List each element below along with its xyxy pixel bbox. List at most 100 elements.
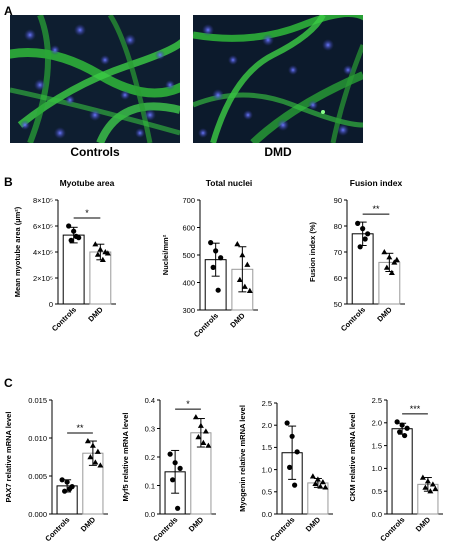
y-tick-label: 0.0 [145,510,155,519]
data-point-controls [360,226,366,232]
x-tick-label: DMD [86,305,105,324]
y-tick-label: 600 [182,223,195,232]
y-tick-label: 0.2 [145,453,155,462]
y-tick-label: 0.4 [145,396,155,405]
data-point-controls [62,488,68,494]
y-tick-label: 0.0 [262,510,272,519]
data-point-dmd [239,252,246,258]
y-axis-label: Mean myotube area (µm²) [13,206,22,297]
data-point-dmd [393,256,400,262]
y-tick-label: 2×10⁵ [33,274,53,283]
y-axis-label: Myf5 relative mRNA level [121,413,130,502]
chart-6: 0.0 0.5 1.0 1.5 2.0 2.5 CKM relative mRNA leve… [348,396,443,543]
data-point-dmd [84,438,91,444]
data-point-controls [292,482,298,488]
y-tick-label: 2.0 [372,419,382,428]
y-tick-label: 80 [334,222,342,231]
significance-label: ** [76,423,84,433]
bar-controls [391,428,413,515]
y-tick-label: 2.0 [262,421,272,430]
data-point-controls [355,220,361,226]
data-point-dmd [246,287,253,293]
data-point-dmd [424,478,431,484]
micrograph-controls-image [10,15,180,143]
panel-letter-c: C [4,376,13,390]
y-tick-label: 0.010 [28,434,47,443]
chart-1: Total nuclei 300 400 500 600 700 Nuclei/mm² Con… [161,178,258,339]
data-point-controls [289,433,295,439]
data-point-controls [67,486,73,492]
x-tick-label: Controls [50,305,78,333]
data-point-dmd [195,434,202,440]
data-point-dmd [94,251,101,257]
data-point-controls [357,244,363,250]
x-tick-label: DMD [414,515,433,534]
y-axis-label: CKM relative mRNA level [348,413,357,502]
panel-letter-a: A [4,4,13,18]
chart-title: Fusion index [350,178,403,188]
data-point-dmd [383,264,390,270]
data-point-dmd [87,454,94,460]
y-tick-label: 60 [334,274,342,283]
data-point-controls [294,449,300,455]
x-tick-label: Controls [192,311,220,339]
data-point-dmd [322,484,329,490]
y-tick-label: 4×10⁵ [33,248,53,257]
significance-label: *** [410,404,421,414]
y-tick-label: 2.5 [262,399,272,408]
y-tick-label: 50 [334,300,342,309]
chart-3: 0.000 0.005 0.010 0.015 PAX7 relative mRNA l… [4,396,108,543]
data-point-controls [167,451,173,457]
data-point-dmd [202,428,209,434]
data-point-controls [172,460,178,466]
data-point-dmd [104,250,111,256]
x-tick-label: Controls [339,305,367,333]
significance-label: * [186,399,190,409]
data-point-controls [215,287,221,293]
data-point-controls [365,231,371,237]
data-point-controls [399,422,405,428]
micrograph-controls-label: Controls [70,145,120,159]
data-point-dmd [429,481,436,487]
y-tick-label: 0.1 [145,481,155,490]
data-point-controls [73,233,79,239]
data-point-controls [64,479,70,485]
data-point-dmd [422,484,429,490]
y-tick-label: 0.5 [262,488,272,497]
y-tick-label: 0.005 [28,472,47,481]
data-point-dmd [192,414,199,420]
data-point-controls [68,237,74,243]
data-point-controls [284,420,290,426]
chart-title: Total nuclei [206,178,253,188]
micrograph-dmd-label: DMD [264,145,292,159]
panel-letter-b: B [4,175,13,189]
data-point-dmd [419,474,426,480]
y-tick-label: 1.0 [372,464,382,473]
data-point-controls [210,264,216,270]
data-point-dmd [99,256,106,262]
data-point-dmd [381,249,388,255]
data-point-dmd [386,254,393,260]
y-tick-label: 1.5 [372,441,382,450]
data-point-dmd [92,459,99,465]
data-point-controls [177,465,183,471]
x-tick-label: DMD [375,305,394,324]
x-tick-label: Controls [378,515,406,543]
micrograph-controls [10,15,180,143]
chart-5: 0.0 0.5 1.0 1.5 2.0 2.5 Myogenin relative mRNA… [238,399,333,543]
y-tick-label: 6×10⁵ [33,222,53,231]
chart-title: Myotube area [60,178,115,188]
y-tick-label: 0.0 [372,510,382,519]
data-point-dmd [432,485,439,492]
y-tick-label: 70 [334,248,342,257]
y-tick-label: 0.000 [28,510,47,519]
data-point-dmd [97,246,104,252]
data-point-controls [208,240,214,246]
x-tick-label: DMD [228,311,247,330]
y-tick-label: 1.0 [262,465,272,474]
data-point-dmd [309,473,316,479]
data-point-dmd [388,269,395,275]
y-axis-label: Fusion index (%) [308,221,317,282]
x-tick-label: DMD [79,515,98,534]
